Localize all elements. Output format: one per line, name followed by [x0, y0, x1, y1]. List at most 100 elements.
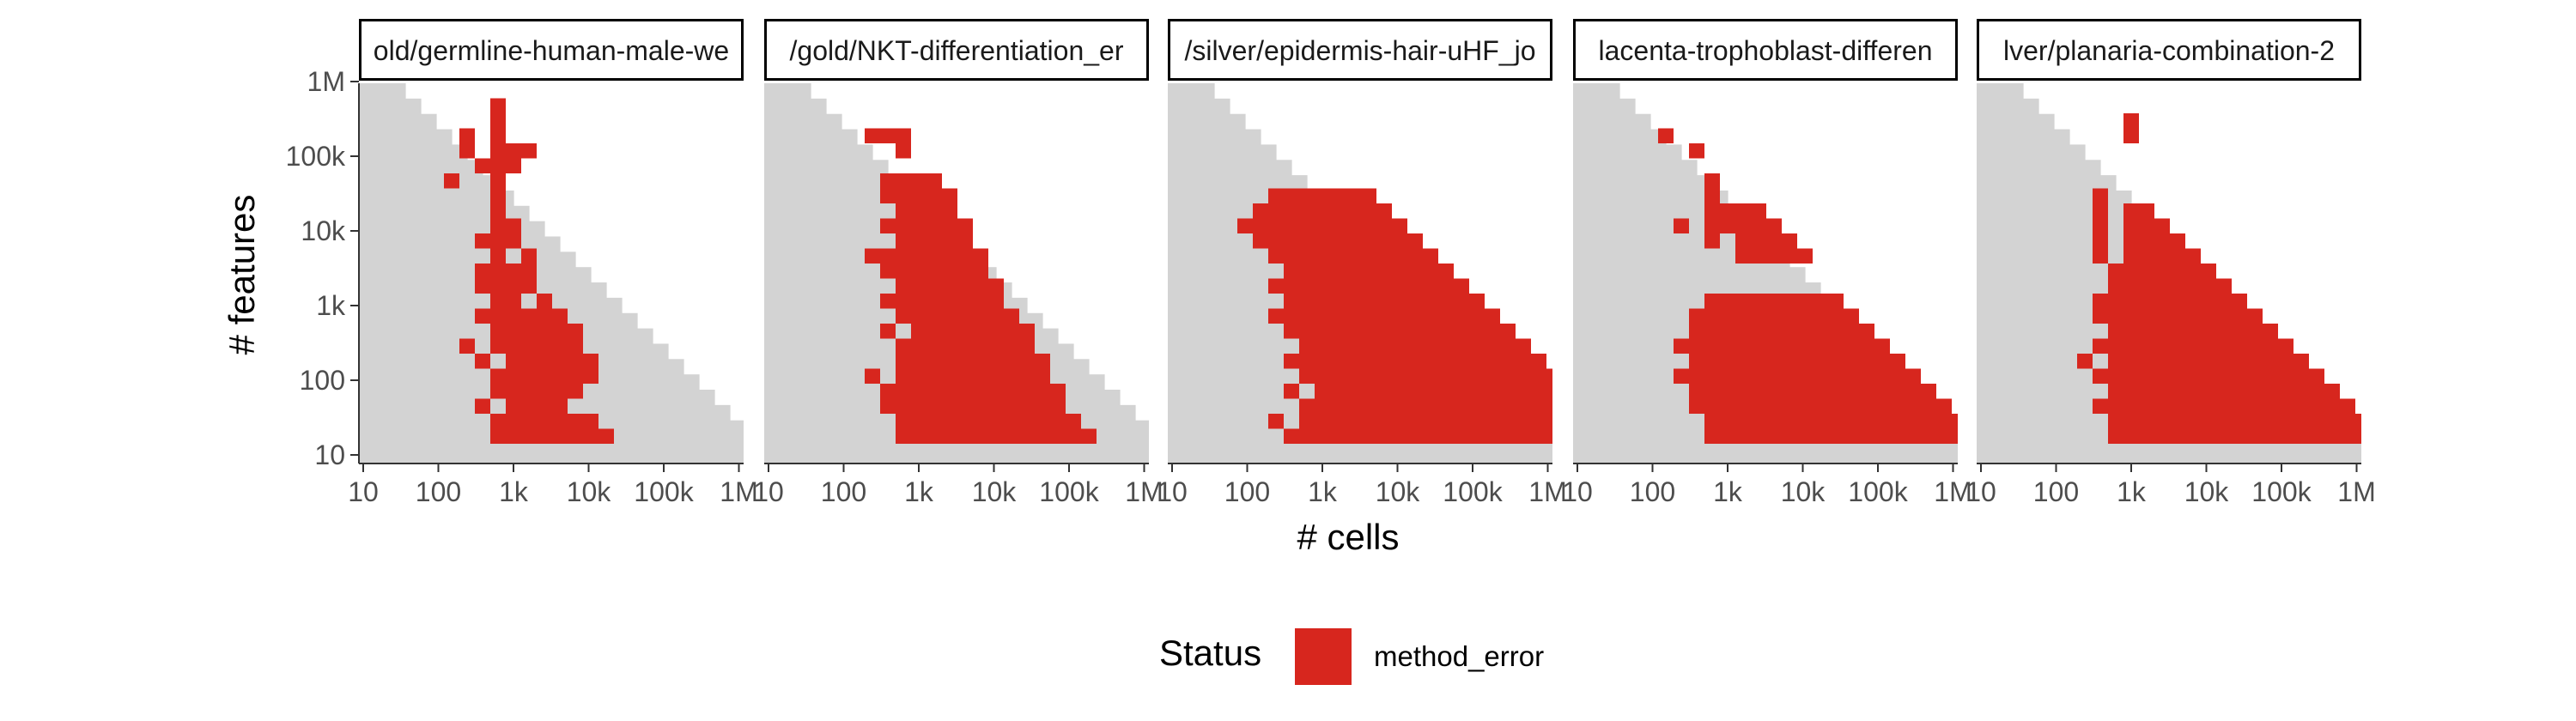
error-cell	[490, 338, 506, 354]
error-cell	[568, 428, 583, 444]
error-cell	[1423, 368, 1438, 384]
error-cell	[1485, 414, 1500, 429]
error-cell	[1674, 338, 1689, 354]
error-cell	[1315, 218, 1330, 233]
error-cell	[1704, 173, 1720, 189]
error-cell	[2170, 398, 2185, 414]
error-cell	[490, 384, 506, 399]
error-cell	[521, 414, 537, 429]
error-cell	[2247, 338, 2263, 354]
error-cell	[1859, 398, 1874, 414]
error-cell	[506, 354, 521, 369]
error-cell	[2170, 384, 2185, 399]
error-cell	[1438, 368, 1454, 384]
error-cell	[1284, 428, 1299, 444]
error-cell	[1284, 233, 1299, 249]
error-cell	[2093, 248, 2108, 264]
error-cell	[1299, 354, 1315, 369]
error-cell	[2108, 384, 2123, 399]
error-cell	[1315, 384, 1330, 399]
error-cell	[1050, 414, 1066, 429]
error-cell	[2201, 308, 2216, 324]
error-cell	[552, 354, 568, 369]
error-cell	[490, 248, 506, 264]
error-cell	[1704, 218, 1720, 233]
error-cell	[1485, 368, 1500, 384]
error-cell	[1844, 428, 1859, 444]
feasible-region-step	[1199, 83, 1215, 464]
error-cell	[1361, 414, 1376, 429]
error-cell	[1284, 264, 1299, 279]
error-cell	[911, 338, 927, 354]
error-cell	[1423, 338, 1438, 354]
error-cell	[1315, 248, 1330, 264]
error-cell	[1516, 398, 1531, 414]
feasible-region-step	[637, 328, 653, 464]
error-cell	[1766, 368, 1782, 384]
error-cell	[552, 398, 568, 414]
feasible-region-step	[1619, 98, 1636, 464]
error-cell	[1392, 233, 1407, 249]
error-cell	[973, 368, 988, 384]
error-cell	[1689, 398, 1704, 414]
error-cell	[1253, 203, 1268, 219]
error-cell	[911, 203, 927, 219]
error-cell	[1751, 338, 1766, 354]
x-tick-label: 10	[753, 476, 784, 507]
error-cell	[1330, 203, 1346, 219]
error-cell	[521, 368, 537, 384]
error-cell	[2154, 368, 2170, 384]
error-cell	[2108, 414, 2123, 429]
error-cell	[1392, 338, 1407, 354]
x-tick-label: 1k	[1713, 476, 1743, 507]
error-cell	[1330, 218, 1346, 233]
error-cell	[2139, 384, 2154, 399]
error-cell	[1330, 354, 1346, 369]
error-cell	[2139, 324, 2154, 339]
error-cell	[1376, 338, 1392, 354]
error-cell	[942, 384, 957, 399]
x-tick-label: 100	[2033, 476, 2079, 507]
error-cell	[2293, 398, 2309, 414]
error-cell	[521, 354, 537, 369]
error-cell	[2247, 354, 2263, 369]
error-cell	[1704, 308, 1720, 324]
error-cell	[1720, 354, 1735, 369]
error-cell	[2293, 428, 2309, 444]
error-cell	[2093, 233, 2108, 249]
error-cell	[1735, 398, 1751, 414]
error-cell	[2077, 354, 2093, 369]
error-cell	[942, 368, 957, 384]
feasible-region-step	[699, 390, 715, 464]
error-cell	[1050, 384, 1066, 399]
error-cell	[927, 398, 942, 414]
error-cell	[2201, 338, 2216, 354]
error-cell	[2139, 248, 2154, 264]
error-cell	[506, 338, 521, 354]
error-cell	[973, 398, 988, 414]
error-cell	[896, 428, 911, 444]
error-cell	[2170, 248, 2185, 264]
error-cell	[2170, 324, 2185, 339]
error-cell	[1376, 264, 1392, 279]
error-cell	[506, 324, 521, 339]
feasible-region-step	[1666, 144, 1682, 464]
error-cell	[1859, 428, 1874, 444]
error-cell	[1813, 338, 1828, 354]
error-cell	[1844, 368, 1859, 384]
error-cell	[2154, 248, 2170, 264]
error-cell	[2355, 414, 2361, 429]
feasible-region-step	[826, 113, 842, 464]
error-cell	[927, 414, 942, 429]
feasible-region-step	[1650, 129, 1667, 464]
error-cell	[537, 398, 552, 414]
error-cell	[537, 338, 552, 354]
error-cell	[957, 354, 973, 369]
error-cell	[2464, 369, 2479, 385]
error-cell	[1268, 278, 1284, 294]
error-cell	[583, 354, 598, 369]
error-cell	[2324, 414, 2340, 429]
x-tick-label: 1M	[1125, 476, 1163, 507]
error-cell	[2309, 368, 2324, 384]
error-cell	[568, 414, 583, 429]
